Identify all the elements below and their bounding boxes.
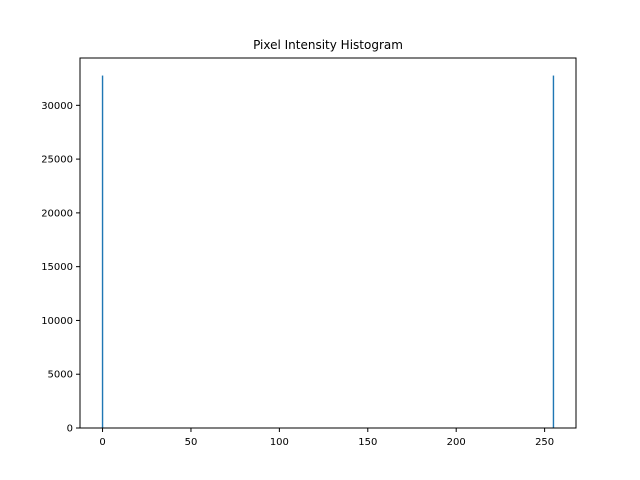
x-tick-label: 150	[358, 437, 377, 448]
y-tick-label: 5000	[48, 370, 73, 381]
y-tick-label: 10000	[41, 316, 73, 327]
chart-title: Pixel Intensity Histogram	[253, 38, 403, 52]
x-tick-label: 100	[270, 437, 289, 448]
y-tick-label: 15000	[41, 262, 73, 273]
y-axis: 0 5000 10000 15000 20000 25000 30000	[41, 101, 80, 435]
x-axis: 0 50 100 150 200 250	[99, 428, 554, 448]
x-tick-label: 250	[535, 437, 554, 448]
bars-group	[101, 75, 555, 428]
plot-frame	[79, 57, 577, 429]
x-tick-label: 200	[447, 437, 466, 448]
y-tick-label: 25000	[41, 155, 73, 166]
x-tick-label: 0	[99, 437, 105, 448]
histogram-bar	[552, 75, 555, 428]
y-tick-label: 20000	[41, 208, 73, 219]
histogram-bar	[101, 75, 104, 428]
x-tick-label: 50	[185, 437, 198, 448]
y-tick-label: 0	[67, 424, 73, 435]
y-tick-label: 30000	[41, 101, 73, 112]
